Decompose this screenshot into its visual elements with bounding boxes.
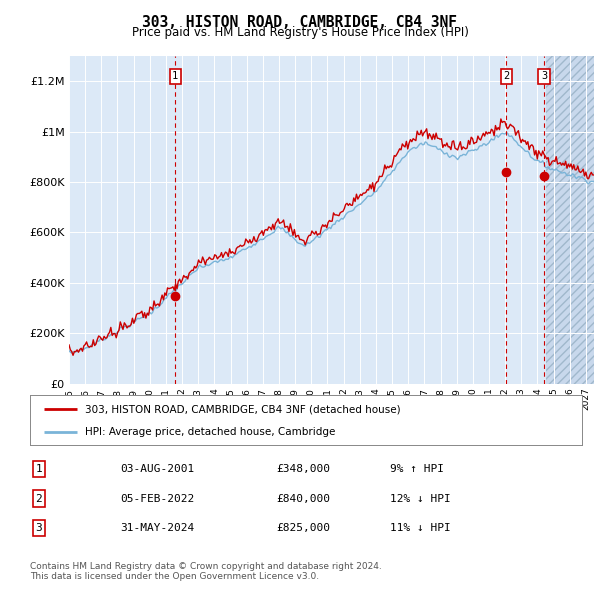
Text: 3: 3	[35, 523, 43, 533]
Text: 11% ↓ HPI: 11% ↓ HPI	[390, 523, 451, 533]
Text: 03-AUG-2001: 03-AUG-2001	[120, 464, 194, 474]
Text: 9% ↑ HPI: 9% ↑ HPI	[390, 464, 444, 474]
Text: Price paid vs. HM Land Registry's House Price Index (HPI): Price paid vs. HM Land Registry's House …	[131, 26, 469, 39]
Text: £348,000: £348,000	[276, 464, 330, 474]
Text: 12% ↓ HPI: 12% ↓ HPI	[390, 494, 451, 503]
Text: 303, HISTON ROAD, CAMBRIDGE, CB4 3NF (detached house): 303, HISTON ROAD, CAMBRIDGE, CB4 3NF (de…	[85, 404, 401, 414]
Text: Contains HM Land Registry data © Crown copyright and database right 2024.
This d: Contains HM Land Registry data © Crown c…	[30, 562, 382, 581]
Bar	[545, 56, 594, 384]
Text: 2: 2	[503, 71, 509, 81]
Text: £825,000: £825,000	[276, 523, 330, 533]
Text: 303, HISTON ROAD, CAMBRIDGE, CB4 3NF: 303, HISTON ROAD, CAMBRIDGE, CB4 3NF	[143, 15, 458, 30]
Text: HPI: Average price, detached house, Cambridge: HPI: Average price, detached house, Camb…	[85, 427, 335, 437]
Text: 05-FEB-2022: 05-FEB-2022	[120, 494, 194, 503]
Text: 2: 2	[35, 494, 43, 503]
Text: 1: 1	[172, 71, 178, 81]
Text: £840,000: £840,000	[276, 494, 330, 503]
Text: 1: 1	[35, 464, 43, 474]
Text: 3: 3	[541, 71, 547, 81]
Text: 31-MAY-2024: 31-MAY-2024	[120, 523, 194, 533]
